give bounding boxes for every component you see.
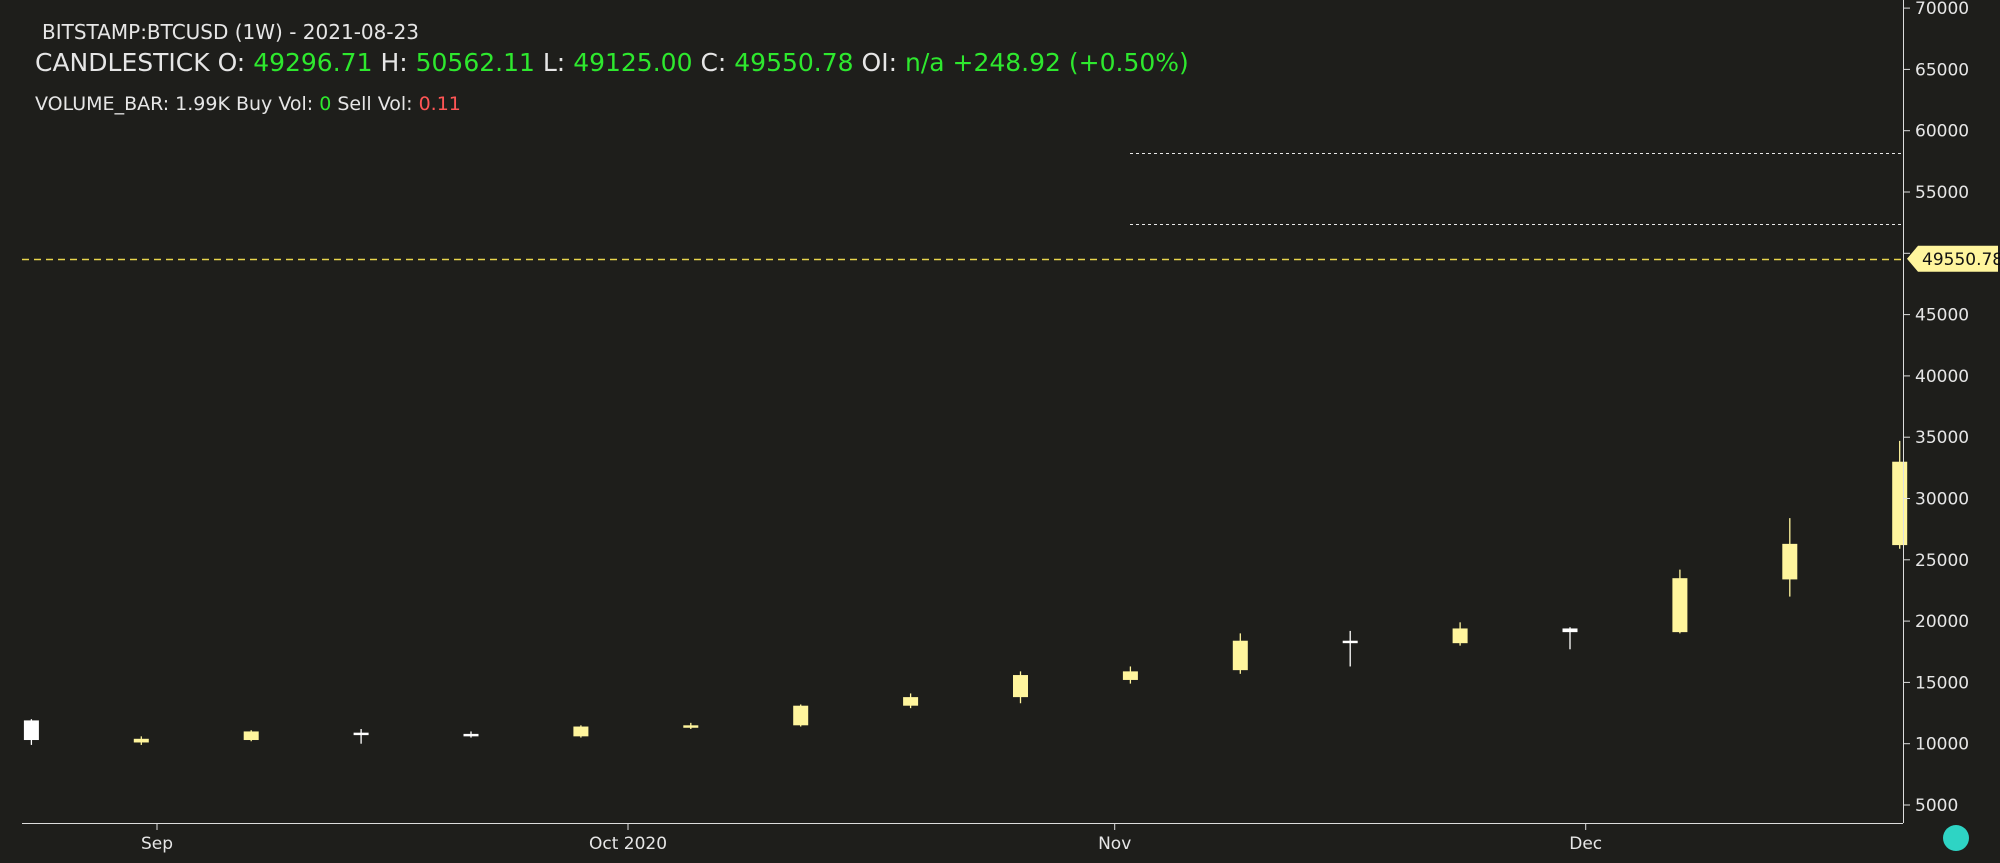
sell-vol-value: 0.11 [418, 93, 461, 115]
candle [1562, 627, 1578, 650]
y-tick-label: 25000 [1915, 551, 1969, 571]
y-tick-label: 35000 [1915, 428, 1969, 448]
candle [573, 725, 589, 738]
candle-body-up [793, 705, 809, 726]
x-tick-label: Dec [1569, 834, 1602, 854]
oi-key: OI: [861, 48, 898, 77]
close-key: C: [700, 48, 727, 77]
horizontal-lines-layer [22, 153, 1903, 261]
y-tick-label: 20000 [1915, 612, 1969, 632]
candles-layer [23, 440, 1908, 745]
volume-readout: VOLUME_BAR: 1.99K Buy Vol: 0 Sell Vol: 0… [35, 93, 461, 115]
candle [1892, 440, 1908, 549]
high-key: H: [380, 48, 408, 77]
candle-body-up [1892, 461, 1908, 546]
candle [1672, 569, 1688, 634]
y-tick-label: 45000 [1915, 306, 1969, 326]
candle-body-up [1672, 578, 1688, 633]
last-price-label: 49550.78 [1922, 250, 2000, 270]
candle-body-up [683, 725, 699, 728]
candle-body-up [903, 697, 919, 706]
candle [1782, 518, 1798, 597]
low-value: 49125.00 [573, 48, 693, 77]
candle [1452, 622, 1468, 646]
candle [463, 731, 479, 738]
sell-vol-key: Sell Vol: [337, 93, 413, 115]
candle-body-up [573, 726, 589, 737]
candle-body-up [1782, 543, 1798, 580]
low-key: L: [542, 48, 566, 77]
candle-body-down [1562, 628, 1578, 633]
x-tick-label: Oct 2020 [589, 834, 667, 854]
candle-body-down [353, 732, 369, 736]
y-tick-label: 15000 [1915, 673, 1969, 693]
candle-body-up [1232, 640, 1248, 671]
candle [133, 736, 149, 745]
price-marker-layer: 49550.78 [1907, 245, 2000, 272]
candle [353, 728, 369, 744]
candle [23, 719, 39, 745]
open-value: 49296.71 [253, 48, 373, 77]
high-value: 50562.11 [415, 48, 535, 77]
candle-body-up [1122, 671, 1138, 680]
candle-body-up [133, 738, 149, 743]
ohlc-label: CANDLESTICK [35, 48, 210, 77]
y-tick-label: 70000 [1915, 0, 1969, 19]
candle [1232, 633, 1248, 674]
y-tick-label: 40000 [1915, 367, 1969, 387]
candle [1013, 671, 1028, 704]
close-value: 49550.78 [734, 48, 854, 77]
symbol-title: BITSTAMP:BTCUSD (1W) - 2021-08-23 [42, 20, 420, 44]
oi-value: n/a [904, 48, 945, 77]
candle-body-down [463, 733, 479, 737]
ohlc-readout: CANDLESTICK O: 49296.71 H: 50562.11 L: 4… [35, 48, 1189, 77]
x-tick-label: Sep [141, 834, 173, 854]
x-tick-label: Nov [1098, 834, 1131, 854]
candle [903, 693, 919, 709]
candle [1122, 666, 1138, 684]
candle-body-up [1452, 628, 1468, 644]
y-tick-label: 10000 [1915, 735, 1969, 755]
y-tick-label: 30000 [1915, 490, 1969, 510]
y-tick-label: 55000 [1915, 183, 1969, 203]
change-percent: (+0.50%) [1068, 48, 1189, 77]
change-value: +248.92 [952, 48, 1061, 77]
y-tick-label: 60000 [1915, 122, 1969, 142]
axes-layer: 5000 10000 15000 20000 25000 30000 35000 40000 4… [22, 0, 1969, 854]
candle [683, 722, 699, 729]
open-key: O: [217, 48, 246, 77]
candle-body-down [1342, 640, 1358, 644]
y-tick-label: 65000 [1915, 60, 1969, 80]
candle-body-up [1013, 675, 1028, 698]
buy-vol-value: 0 [319, 93, 332, 115]
volume-label: VOLUME_BAR: [35, 93, 170, 115]
y-tick-label: 5000 [1915, 796, 1958, 816]
candle [793, 704, 809, 727]
candle-body-down [23, 720, 39, 741]
buy-vol-key: Buy Vol: [235, 93, 314, 115]
candle-body-up [243, 731, 259, 741]
volume-value: 1.99K [175, 93, 230, 115]
candle [243, 730, 259, 742]
last-price-label-bg [1907, 245, 1998, 272]
chart-action-dot-button[interactable] [1943, 825, 1969, 851]
candle [1342, 630, 1358, 667]
